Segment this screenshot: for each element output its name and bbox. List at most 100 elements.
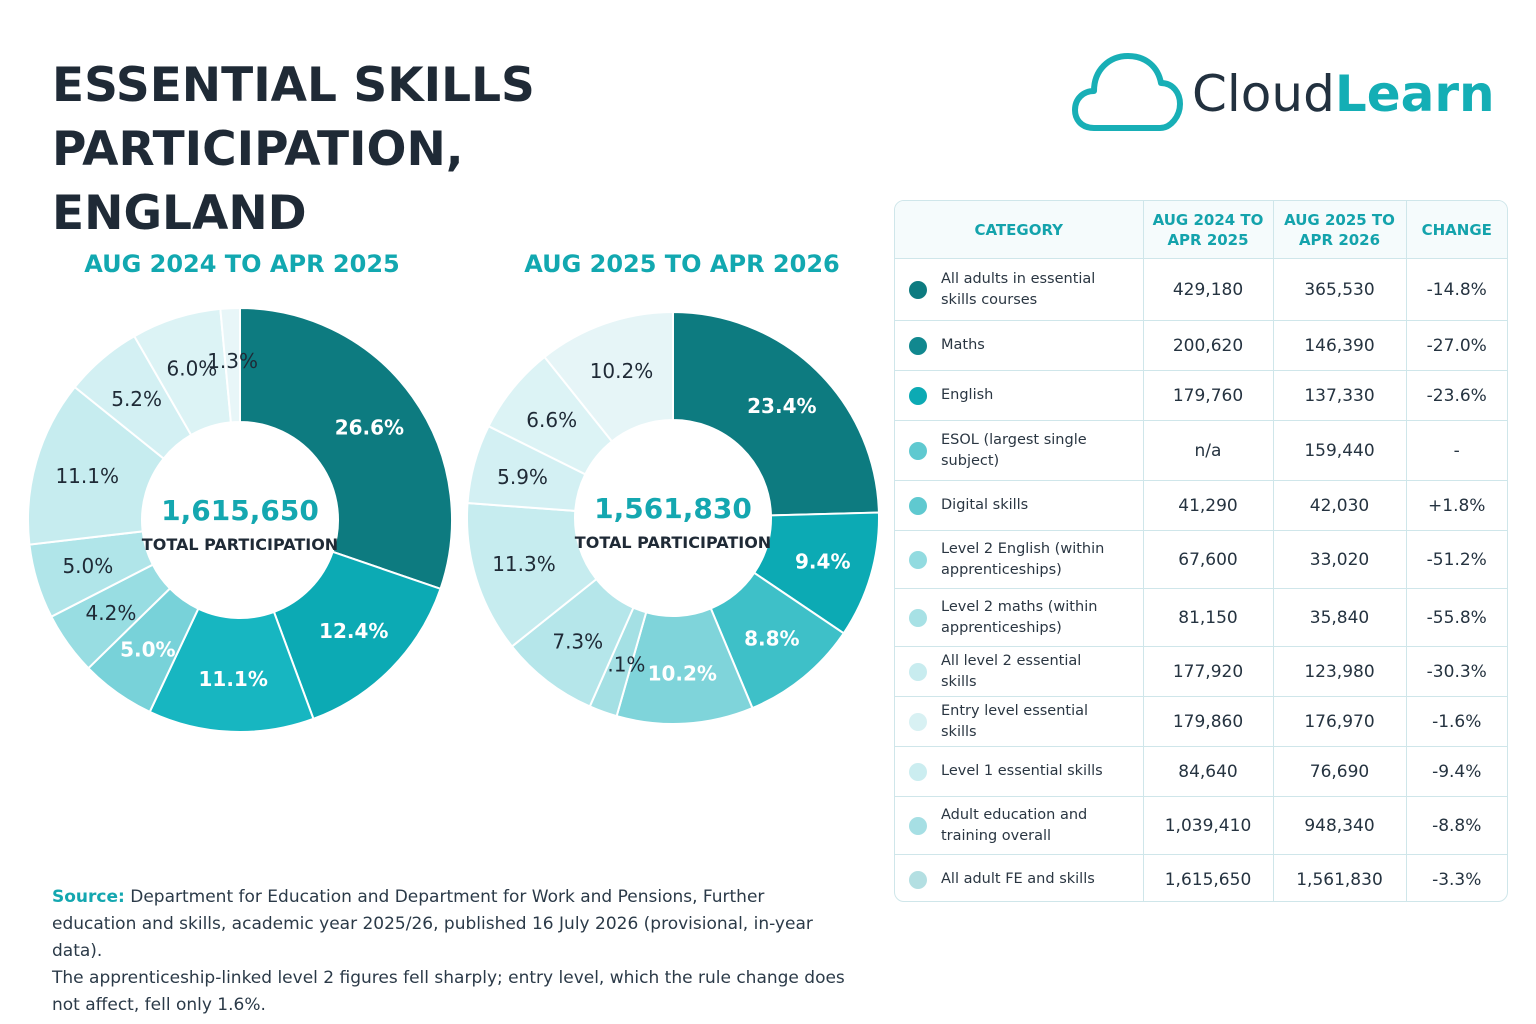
- category-label: English: [941, 387, 994, 403]
- table-row: Level 2 maths (within apprenticeships) 81…: [895, 588, 1507, 647]
- category-label: All level 2 essential skills: [941, 652, 1082, 690]
- cell-change: -27.0%: [1405, 320, 1507, 371]
- page-title: ESSENTIAL SKILLS PARTICIPATION, ENGLAND: [52, 54, 912, 246]
- donut-chart-2025: 23.4%9.4%8.8%10.2%2.1%7.3%11.3%5.9%6.6%1…: [466, 310, 880, 725]
- slice-label: 6.6%: [526, 408, 577, 432]
- legend-dot: [909, 816, 927, 835]
- legend-dot: [909, 280, 927, 299]
- cell-2024: 200,620: [1142, 320, 1274, 371]
- donut-slice: [239, 306, 453, 591]
- logo-text-cloud: Cloud: [1192, 65, 1335, 123]
- slice-label: 12.4%: [319, 619, 388, 643]
- cell-2025: 123,980: [1272, 646, 1407, 697]
- cell-2025: 176,970: [1272, 696, 1407, 747]
- cell-change: -55.8%: [1405, 588, 1507, 647]
- cloud-icon: [1072, 53, 1183, 131]
- cell-category: Level 2 maths (within apprenticeships): [895, 588, 1144, 647]
- donut-slice: [672, 310, 880, 517]
- cell-change: +1.8%: [1405, 480, 1507, 531]
- legend-dot: [909, 870, 927, 889]
- slice-label: 10.2%: [648, 662, 717, 686]
- cell-2025: 948,340: [1272, 796, 1407, 855]
- cell-2025: 76,690: [1272, 746, 1407, 797]
- legend-dot: [909, 662, 927, 681]
- table-row: Entry level essential skills 179,860 176,9…: [895, 696, 1507, 747]
- slice-label: 5.0%: [120, 638, 175, 662]
- category-label: Level 1 essential skills: [941, 763, 1103, 779]
- slice-label: 11.1%: [55, 464, 119, 488]
- cell-change: -3.3%: [1405, 854, 1507, 901]
- cell-change: -30.3%: [1405, 646, 1507, 697]
- cell-2024: 84,640: [1142, 746, 1274, 797]
- source-label: Source:: [52, 887, 125, 907]
- legend-dot: [909, 712, 927, 731]
- cell-category: Level 2 English (within apprenticeships): [895, 530, 1144, 589]
- category-label: All adults in essential skills courses: [941, 270, 1096, 308]
- cell-2024: 81,150: [1142, 588, 1274, 647]
- donut-slice: [543, 310, 674, 443]
- category-label: Entry level essential skills: [941, 702, 1089, 740]
- total-value: 1,615,650: [161, 494, 319, 527]
- slice-label: 1.3%: [207, 349, 258, 373]
- slice-label: 7.3%: [552, 630, 603, 654]
- logo-wordmark: CloudLearn: [1192, 56, 1495, 132]
- table-row: ESOL (largest single subject) n/a 159,440-: [895, 420, 1507, 481]
- total-value: 1,561,830: [594, 492, 752, 525]
- category-label: Adult education and training overall: [941, 806, 1088, 844]
- slice-label: 8.8%: [744, 627, 799, 651]
- donut-title-2024: AUG 2024 TO APR 2025: [84, 250, 400, 278]
- category-label: ESOL (largest single subject): [941, 431, 1087, 469]
- page-title-line-1: ESSENTIAL SKILLS PARTICIPATION,: [52, 58, 535, 177]
- slice-label: 6.0%: [166, 356, 217, 380]
- cell-category: All level 2 essential skills: [895, 646, 1144, 697]
- cell-category: English: [895, 370, 1144, 421]
- category-label: Level 2 maths (within apprenticeships): [941, 598, 1098, 636]
- cell-category: Entry level essential skills: [895, 696, 1144, 747]
- category-label: All adult FE and skills: [941, 871, 1095, 887]
- slice-label: 5.9%: [497, 465, 548, 489]
- table-row: English 179,760 137,330 -23.6%: [895, 370, 1507, 421]
- cell-change: -: [1405, 420, 1507, 481]
- table-row: Digital skills 41,290 42,030 +1.8%: [895, 480, 1507, 531]
- cell-2024: 177,920: [1142, 646, 1274, 697]
- table-row: All adult FE and skills 1,615,650 1,561,83…: [895, 854, 1507, 901]
- table-row: Level 2 English (within apprenticeships)…: [895, 530, 1507, 589]
- cell-category: Level 1 essential skills: [895, 746, 1144, 797]
- table-header-row: CATEGORY AUG 2024 TO APR 2025 AUG 2025 T…: [895, 201, 1507, 259]
- cell-category: Digital skills: [895, 480, 1144, 531]
- header-2025: AUG 2025 TO APR 2026: [1272, 201, 1407, 259]
- table-row: Level 1 essential skills 84,640 76,690 -9.4…: [895, 746, 1507, 797]
- table-row: All adults in essential skills courses 42…: [895, 258, 1507, 321]
- cell-category: All adults in essential skills courses: [895, 258, 1144, 321]
- page-title-line-2: ENGLAND: [52, 186, 307, 241]
- cell-change: -9.4%: [1405, 746, 1507, 797]
- slice-label: 26.6%: [335, 416, 404, 440]
- cell-2025: 42,030: [1272, 480, 1407, 531]
- cell-change: -1.6%: [1405, 696, 1507, 747]
- total-label: TOTAL PARTICIPATION: [575, 533, 771, 552]
- donut-title-2025: AUG 2025 TO APR 2026: [524, 250, 840, 278]
- header-category: CATEGORY: [895, 201, 1144, 259]
- cell-category: Adult education and training overall: [895, 796, 1144, 855]
- legend-dot: [909, 550, 927, 569]
- donut-slice: [219, 306, 241, 424]
- legend-dot: [909, 336, 927, 355]
- cell-2024: 179,760: [1142, 370, 1274, 421]
- cell-2025: 33,020: [1272, 530, 1407, 589]
- cell-2024: 429,180: [1142, 258, 1274, 321]
- cell-change: -14.8%: [1405, 258, 1507, 321]
- total-label: TOTAL PARTICIPATION: [142, 535, 338, 554]
- source-note: Source: Department for Education and Dep…: [52, 884, 852, 1019]
- donut-slice: [272, 550, 442, 721]
- logo: CloudLearn: [1072, 48, 1502, 140]
- cell-category: All adult FE and skills: [895, 854, 1144, 901]
- cell-2024: 179,860: [1142, 696, 1274, 747]
- cell-change: -8.8%: [1405, 796, 1507, 855]
- logo-text-learn: Learn: [1334, 65, 1495, 123]
- legend-dot: [909, 762, 927, 781]
- table-row: Adult education and training overall 1,03…: [895, 796, 1507, 855]
- legend-dot: [909, 608, 927, 627]
- cell-2024: 1,039,410: [1142, 796, 1274, 855]
- cell-2025: 365,530: [1272, 258, 1407, 321]
- slice-label: 23.4%: [747, 394, 816, 418]
